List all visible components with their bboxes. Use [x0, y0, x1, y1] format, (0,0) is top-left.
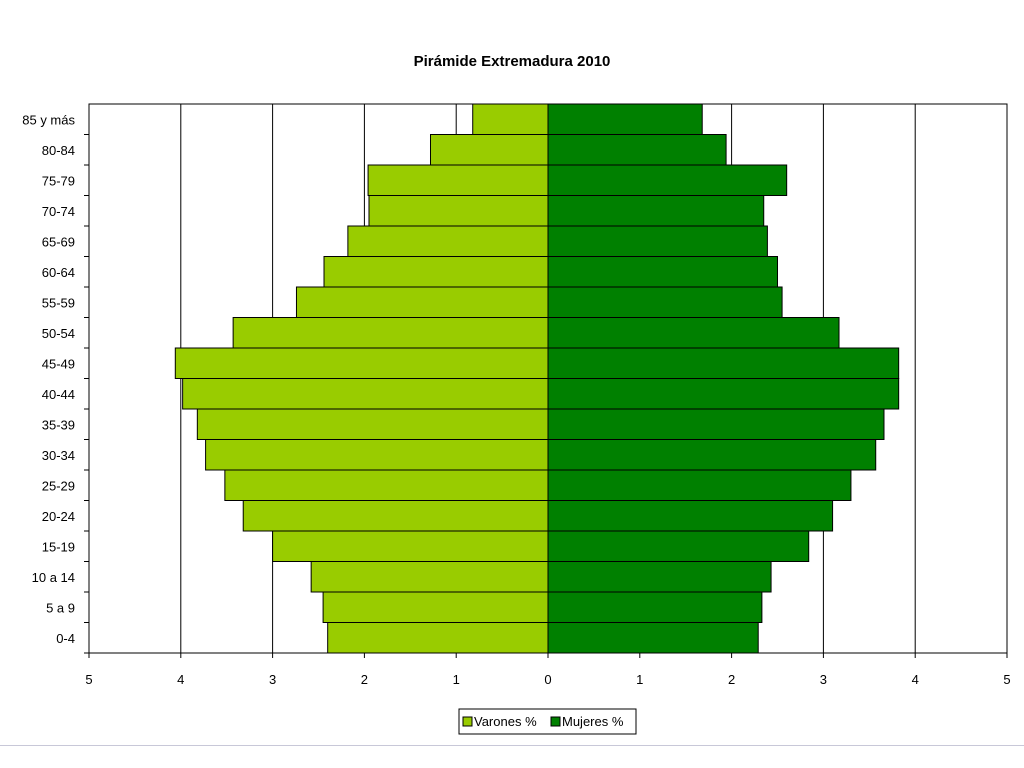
y-tick-label: 25-29: [42, 478, 75, 493]
bar-mujeres: [547, 134, 727, 166]
bar-mujeres: [547, 408, 885, 440]
plot-area: 0-4 5 a 9 10 a 14 15-19 20-24 25-29 30-34 35-39…: [22, 103, 1011, 687]
x-tick-label: 5: [1003, 672, 1010, 687]
bar-mujeres: [547, 378, 900, 410]
x-tick-label: 5: [85, 672, 92, 687]
x-tick-label: 0: [544, 672, 551, 687]
bar-varones: [429, 134, 549, 166]
y-tick-label: 70-74: [42, 204, 75, 219]
bar-varones: [242, 500, 549, 532]
bar-varones: [224, 469, 549, 501]
y-tick-label: 15-19: [42, 539, 75, 554]
y-tick-label: 60-64: [42, 265, 75, 280]
bar-varones: [368, 195, 549, 227]
x-tick-label: 2: [728, 672, 735, 687]
bar-varones: [272, 530, 549, 562]
y-tick-label: 80-84: [42, 143, 75, 158]
bar-mujeres: [547, 256, 778, 288]
y-tick-label: 20-24: [42, 509, 75, 524]
bar-mujeres: [547, 561, 772, 593]
y-tick-label: 55-59: [42, 295, 75, 310]
bar-mujeres: [547, 439, 877, 471]
bar-mujeres: [547, 103, 703, 135]
y-tick-label: 5 a 9: [46, 600, 75, 615]
divider: [0, 745, 1024, 746]
bar-mujeres: [547, 225, 768, 257]
chart-title: Pirámide Extremadura 2010: [414, 53, 611, 70]
y-tick-label: 45-49: [42, 356, 75, 371]
bar-varones: [174, 347, 549, 379]
bar-mujeres: [547, 347, 900, 379]
y-tick-label: 40-44: [42, 387, 75, 402]
x-tick-label: 2: [361, 672, 368, 687]
bar-varones: [196, 408, 549, 440]
bar-varones: [367, 164, 549, 196]
bar-varones: [323, 256, 549, 288]
bar-varones: [322, 591, 549, 623]
bar-varones: [472, 103, 549, 135]
y-tick-label: 50-54: [42, 326, 75, 341]
y-tick-label: 30-34: [42, 448, 75, 463]
bar-mujeres: [547, 317, 840, 349]
bar-varones: [182, 378, 549, 410]
x-tick-label: 1: [453, 672, 460, 687]
legend: Varones % Mujeres %: [458, 708, 637, 735]
y-tick-label: 85 y más: [22, 112, 75, 127]
bar-mujeres: [547, 195, 765, 227]
x-tick-label: 1: [636, 672, 643, 687]
y-tick-label: 0-4: [56, 631, 75, 646]
bar-mujeres: [547, 286, 783, 318]
bar-varones: [232, 317, 549, 349]
y-tick-label: 75-79: [42, 173, 75, 188]
bar-mujeres: [547, 164, 788, 196]
bar-mujeres: [547, 530, 810, 562]
legend-swatch: [462, 716, 473, 727]
bar-varones: [327, 622, 549, 654]
bar-varones: [295, 286, 549, 318]
y-tick-label: 10 a 14: [32, 570, 75, 585]
x-tick-label: 4: [912, 672, 919, 687]
y-tick-label: 65-69: [42, 234, 75, 249]
x-tick-label: 4: [177, 672, 184, 687]
bar-varones: [205, 439, 549, 471]
y-tick-label: 35-39: [42, 417, 75, 432]
bar-mujeres: [547, 622, 759, 654]
bar-varones: [310, 561, 549, 593]
legend-swatch: [550, 716, 561, 727]
x-tick-label: 3: [820, 672, 827, 687]
legend-label: Mujeres %: [562, 714, 624, 729]
legend-box: [458, 708, 637, 735]
bar-varones: [347, 225, 549, 257]
bar-mujeres: [547, 500, 834, 532]
bar-mujeres: [547, 591, 763, 623]
x-tick-label: 3: [269, 672, 276, 687]
bar-mujeres: [547, 469, 852, 501]
legend-label: Varones %: [474, 714, 537, 729]
